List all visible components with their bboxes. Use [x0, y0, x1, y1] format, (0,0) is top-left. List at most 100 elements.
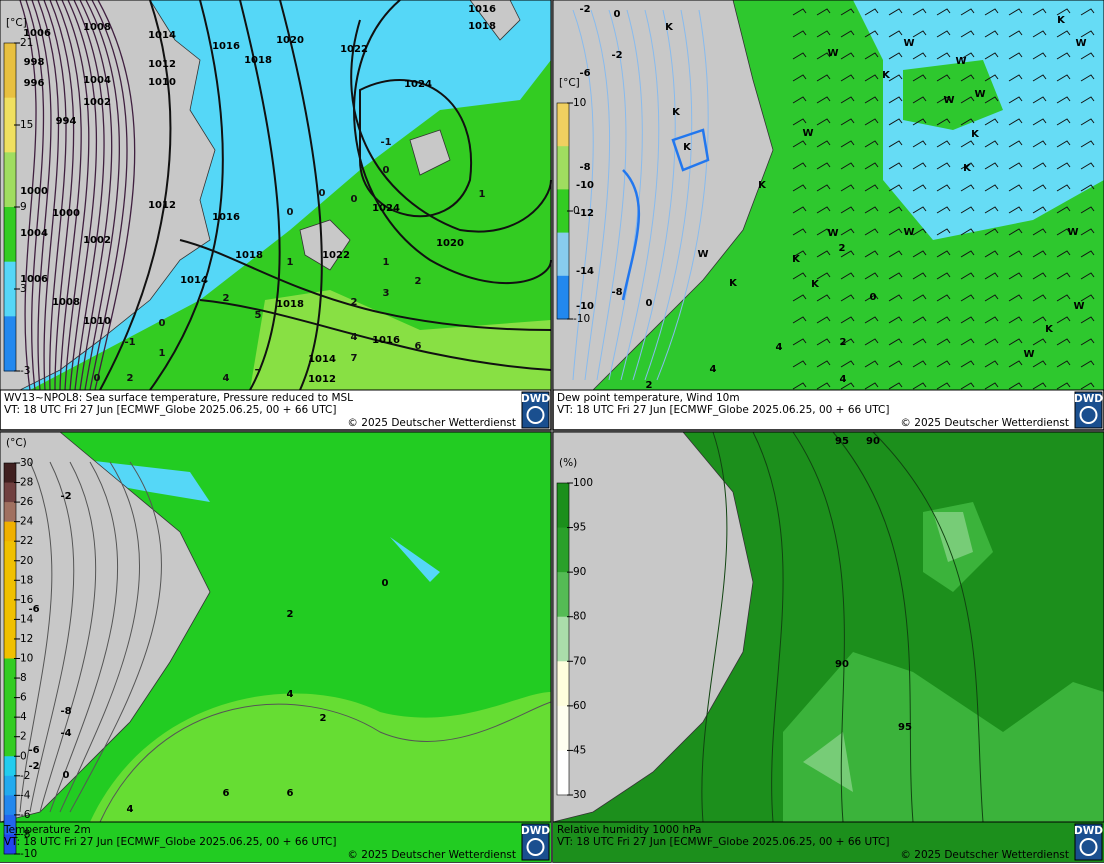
- contour-label: 0: [383, 165, 390, 176]
- colorbar-segment: [557, 527, 569, 573]
- wind-barb: [1056, 52, 1071, 60]
- dewpoint-contour: [656, 9, 709, 381]
- wind-barb: [936, 162, 951, 170]
- wind-barb: [984, 360, 999, 368]
- colorbar-label: 20: [20, 555, 33, 567]
- isotherm: [29, 461, 75, 813]
- contour-label: -2: [611, 50, 622, 61]
- colorbar-label: 21: [20, 37, 33, 49]
- isobar-dense: [25, 0, 45, 391]
- contour-label: 1000: [20, 186, 48, 197]
- colorbar-segment: [557, 616, 569, 662]
- wind-barb: [840, 294, 855, 302]
- colorbar-label: 60: [573, 700, 586, 712]
- wind-barb: [840, 360, 855, 368]
- copyright: © 2025 Deutscher Wetterdienst: [347, 849, 516, 861]
- isotherm: [69, 461, 162, 813]
- wind-barb: [960, 30, 975, 38]
- isobar: [239, 0, 281, 391]
- logo-box: [521, 823, 550, 861]
- colorbar-label: 10: [573, 97, 586, 109]
- colorbar-label: 18: [20, 574, 33, 586]
- contour-label: 0: [287, 207, 294, 218]
- colorbar-label: 100: [573, 477, 593, 489]
- panel: 1006100810141016102010221016101810121010…: [0, 0, 552, 431]
- wind-barb: [1080, 316, 1095, 324]
- contour-label: 4: [223, 373, 230, 384]
- colorbar-segment: [557, 232, 569, 277]
- wind-barb: [960, 8, 975, 16]
- wind-barb: [936, 272, 951, 280]
- wind-barb: [1008, 118, 1023, 126]
- contour-label: 95: [835, 436, 849, 447]
- wind-barb: [816, 96, 831, 104]
- contour-label: -6: [28, 604, 39, 615]
- wind-barb: [960, 96, 975, 104]
- wind-barb: [816, 30, 831, 38]
- colorbar-label: 16: [20, 594, 34, 606]
- wind-barb: [912, 338, 927, 346]
- wind-barb: [1056, 272, 1071, 280]
- wind-barb: [1056, 140, 1071, 148]
- panel: 95 90 90 95 (%) 100 95 90 80 70 60 45 30 Relative hum…: [552, 431, 1104, 863]
- wind-barb: [888, 360, 903, 368]
- wind-barb: [888, 30, 903, 38]
- wind-barb: [984, 8, 999, 16]
- wind-barb: [936, 250, 951, 258]
- isobar: [350, 19, 552, 233]
- logo-swirl: [526, 838, 545, 856]
- contour-label: 1004: [20, 228, 48, 239]
- colorbar-segment: [4, 775, 16, 796]
- contour-label: -10: [576, 301, 594, 312]
- contour-label: 1010: [83, 316, 111, 327]
- isotherm: [39, 461, 97, 813]
- colorbar-unit: [°C]: [6, 17, 27, 29]
- temp-cold: [60, 457, 440, 582]
- isobar-dense: [31, 0, 52, 391]
- wind-barb: [864, 382, 879, 390]
- wind-barb: [936, 360, 951, 368]
- panel-title: Relative humidity 1000 hPa: [557, 824, 701, 836]
- contour-label: W: [1023, 349, 1034, 360]
- wind-barb: [864, 272, 879, 280]
- colorbar-label: 8: [20, 672, 27, 684]
- wind-barb: [840, 96, 855, 104]
- colorbar-segment: [4, 717, 16, 738]
- isobar-dense: [49, 0, 75, 391]
- wind-barb: [816, 74, 831, 82]
- wind-barb: [1032, 184, 1047, 192]
- colorbar-segment: [4, 541, 16, 562]
- wind-barb: [960, 382, 975, 390]
- wind-barb: [864, 360, 879, 368]
- wind-barb: [1008, 382, 1023, 390]
- contour-label: 1006: [20, 274, 48, 285]
- wind-barb: [912, 250, 927, 258]
- contour-label: 0: [614, 9, 621, 20]
- dewpoint-contour: [644, 9, 693, 381]
- contour-label: W: [1075, 38, 1086, 49]
- wind-barb: [840, 206, 855, 214]
- contour-label: 1002: [83, 97, 111, 108]
- wind-barb: [840, 162, 855, 170]
- humidity-contour: [752, 431, 784, 823]
- contour-label: 2: [127, 373, 134, 384]
- wind-barb: [1080, 250, 1095, 258]
- wind-barb: [792, 228, 807, 236]
- map-border: [552, 0, 1104, 391]
- wind-barb: [1056, 294, 1071, 302]
- wind-barb: [1080, 272, 1095, 280]
- wind-barb: [864, 8, 879, 16]
- colorbar-segment: [4, 316, 16, 372]
- colorbar-label: 22: [20, 535, 33, 547]
- dewpoint-contour: [632, 9, 676, 381]
- isobar-dense: [55, 0, 82, 391]
- wind-barb: [912, 206, 927, 214]
- map: 1006100810141016102010221016101810121010…: [0, 0, 552, 391]
- contour-label: 1016: [372, 335, 400, 346]
- wind-barb: [984, 74, 999, 82]
- logo-swirl: [1079, 406, 1098, 424]
- wind-barb: [840, 118, 855, 126]
- wind-barb: [960, 184, 975, 192]
- contour-label: 1020: [436, 238, 464, 249]
- contour-label: W: [1067, 227, 1078, 238]
